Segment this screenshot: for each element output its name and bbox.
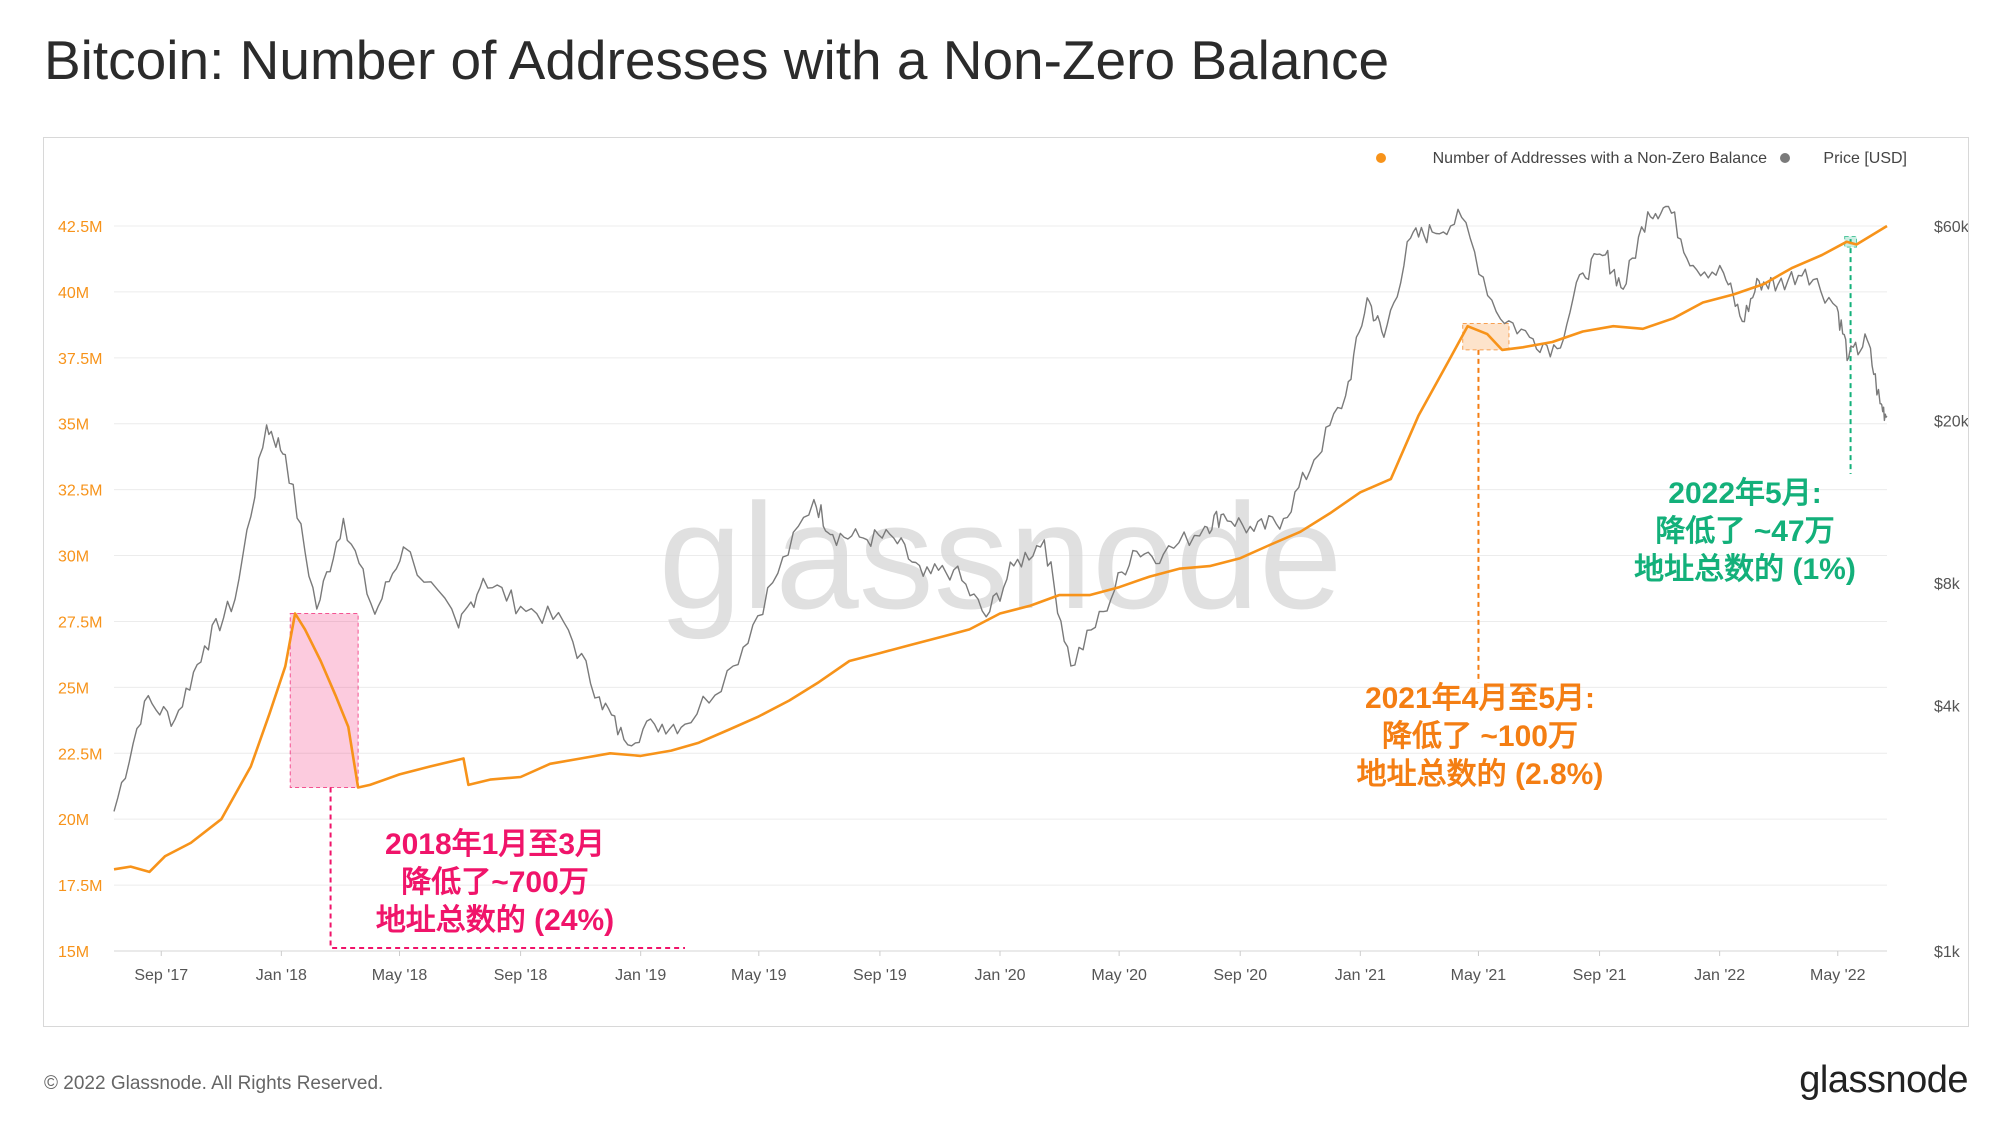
annotation-2022-line-3: 地址总数的 (1%)	[1634, 553, 1856, 586]
x-tick-label: May '20	[1091, 967, 1147, 984]
x-tick-label: Sep '20	[1213, 967, 1267, 984]
annotation-2022-line-1: 2022年5月:	[1668, 477, 1822, 510]
y-left-tick-label: 15M	[58, 944, 89, 961]
y-left-tick-label: 27.5M	[58, 614, 102, 631]
annotation-2018: 2018年1月至3月 降低了~700万 地址总数的 (24%)	[360, 826, 630, 940]
annotation-2018-line-3: 地址总数的 (24%)	[375, 904, 615, 937]
x-tick-label: May '19	[731, 967, 787, 984]
y-left-tick-label: 37.5M	[58, 351, 102, 368]
y-right-tick-label: $20k	[1934, 414, 1968, 431]
legend-marker-addresses	[1376, 153, 1386, 163]
y-right-tick-label: $60k	[1934, 219, 1968, 236]
y-left-tick-label: 25M	[58, 680, 89, 697]
x-tick-label: May '22	[1810, 967, 1866, 984]
x-tick-label: Jan '22	[1694, 967, 1745, 984]
annotation-2018-connector	[329, 787, 685, 949]
addresses-series-line	[113, 224, 1888, 874]
y-right-tick-label: $4k	[1934, 699, 1961, 716]
x-tick-label: Jan '19	[615, 967, 666, 984]
x-tick-label: May '18	[372, 967, 428, 984]
x-tick-label: Sep '21	[1573, 967, 1627, 984]
x-tick-label: Sep '17	[134, 967, 188, 984]
y-right-tick-label: $8k	[1934, 576, 1961, 593]
legend-marker-price	[1780, 153, 1790, 163]
x-tick-label: May '21	[1451, 967, 1507, 984]
annotation-2022: 2022年5月: 降低了 ~47万 地址总数的 (1%)	[1620, 475, 1870, 589]
x-tick-label: Jan '20	[974, 967, 1025, 984]
page-title: Bitcoin: Number of Addresses with a Non-…	[44, 29, 1390, 91]
x-tick-label: Sep '19	[853, 967, 907, 984]
legend-label-price: Price [USD]	[1823, 150, 1907, 167]
highlight-box	[289, 613, 359, 789]
y-left-tick-label: 20M	[58, 812, 89, 829]
copyright-footer: © 2022 Glassnode. All Rights Reserved.	[44, 1073, 384, 1094]
legend-label-addresses: Number of Addresses with a Non-Zero Bala…	[1433, 150, 1767, 167]
annotation-2021-line-3: 地址总数的 (2.8%)	[1356, 758, 1604, 791]
y-left-tick-label: 32.5M	[58, 483, 102, 500]
annotation-2018-line-1: 2018年1月至3月	[384, 828, 606, 861]
annotation-2022-line-2: 降低了 ~47万	[1655, 515, 1835, 548]
highlight-box	[1462, 323, 1510, 351]
x-tick-label: Sep '18	[494, 967, 548, 984]
watermark: glassnode	[659, 472, 1343, 640]
y-left-tick-label: 30M	[58, 549, 89, 566]
x-tick-label: Jan '18	[256, 967, 307, 984]
y-left-tick-label: 17.5M	[58, 878, 102, 895]
annotation-2018-line-2: 降低了~700万	[401, 866, 589, 899]
y-left-tick-label: 40M	[58, 285, 89, 302]
annotation-2021-line-1: 2021年4月至5月:	[1364, 682, 1596, 715]
y-right-tick-label: $1k	[1934, 944, 1961, 961]
price-series-line	[113, 205, 1888, 812]
brand-logo[interactable]: glassnode	[1799, 1059, 1968, 1101]
chart-svg[interactable]: 15M 17.5M 20M 22.5M 25M 27.5M 30M 32.5M 35M 37.5M…	[44, 138, 1968, 1026]
annotation-2021: 2021年4月至5月: 降低了 ~100万 地址总数的 (2.8%)	[1330, 680, 1630, 794]
y-left-tick-label: 42.5M	[58, 219, 102, 236]
y-left-tick-label: 22.5M	[58, 746, 102, 763]
x-tick-label: Jan '21	[1335, 967, 1386, 984]
chart-panel: 15M 17.5M 20M 22.5M 25M 27.5M 30M 32.5M 35M 37.5M…	[43, 137, 1969, 1027]
annotation-2021-line-2: 降低了 ~100万	[1382, 720, 1578, 753]
y-left-tick-label: 35M	[58, 417, 89, 434]
